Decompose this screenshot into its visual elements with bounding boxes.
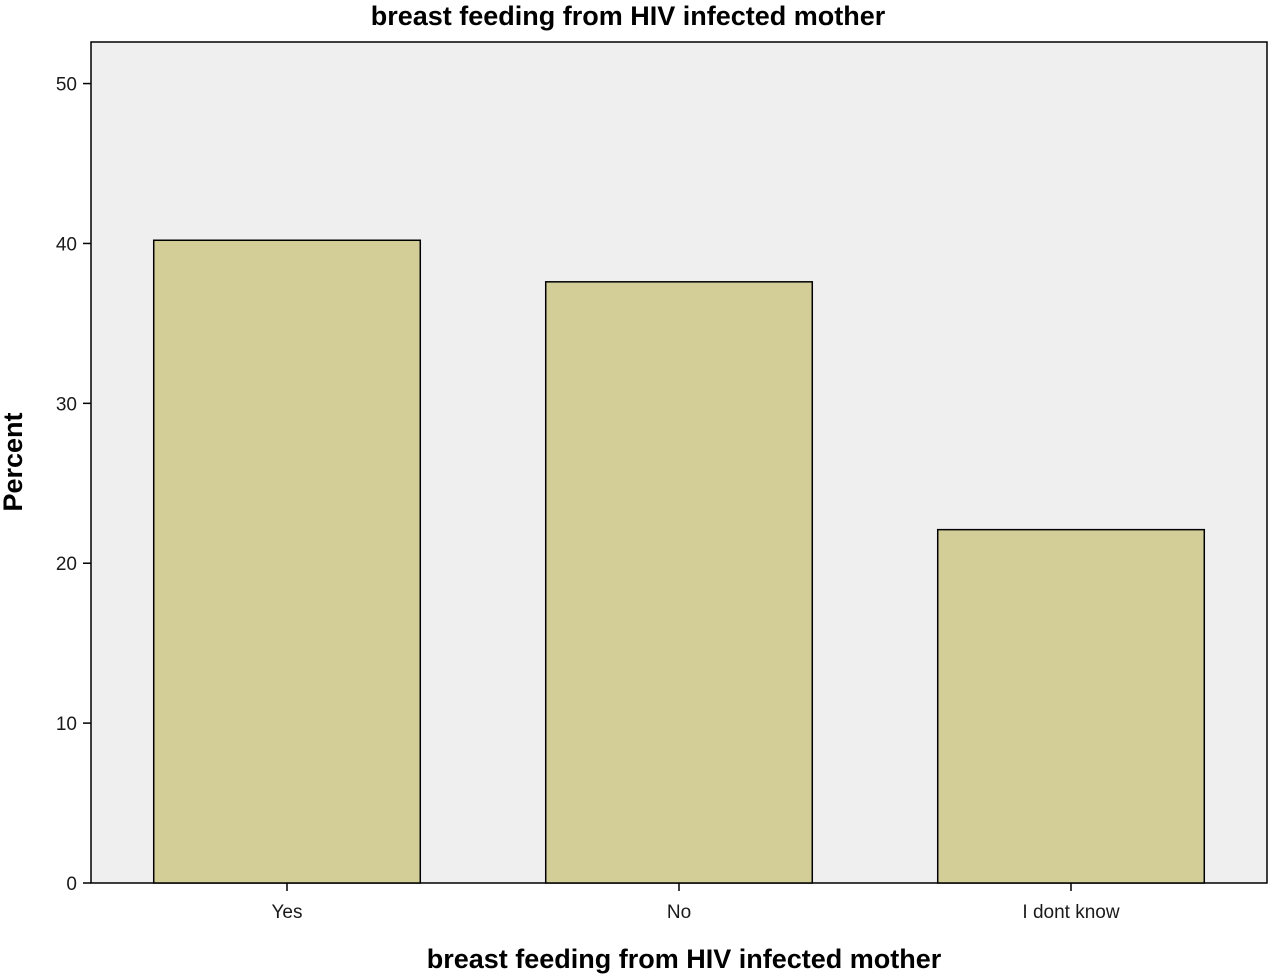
chart-title: breast feeding from HIV infected mother bbox=[371, 1, 886, 31]
y-axis: 0 10 20 30 40 50 bbox=[56, 75, 91, 895]
y-tick-label: 0 bbox=[66, 874, 77, 895]
x-tick-label: Yes bbox=[272, 902, 303, 923]
x-tick-label: No bbox=[667, 902, 691, 923]
y-axis-label: Percent bbox=[0, 412, 28, 511]
bars-group bbox=[152, 239, 1206, 884]
y-tick-label: 50 bbox=[56, 75, 77, 96]
x-axis-label: breast feeding from HIV infected mother bbox=[427, 944, 942, 974]
x-axis: Yes No I dont know bbox=[272, 883, 1120, 923]
y-tick-label: 20 bbox=[56, 554, 77, 575]
y-tick-label: 40 bbox=[56, 234, 77, 255]
y-tick-label: 10 bbox=[56, 714, 77, 735]
bar-yes bbox=[152, 239, 422, 884]
bar-no bbox=[544, 281, 814, 884]
y-tick-label: 30 bbox=[56, 394, 77, 415]
bar-i-dont-know bbox=[936, 528, 1206, 884]
x-tick-label: I dont know bbox=[1022, 902, 1119, 923]
